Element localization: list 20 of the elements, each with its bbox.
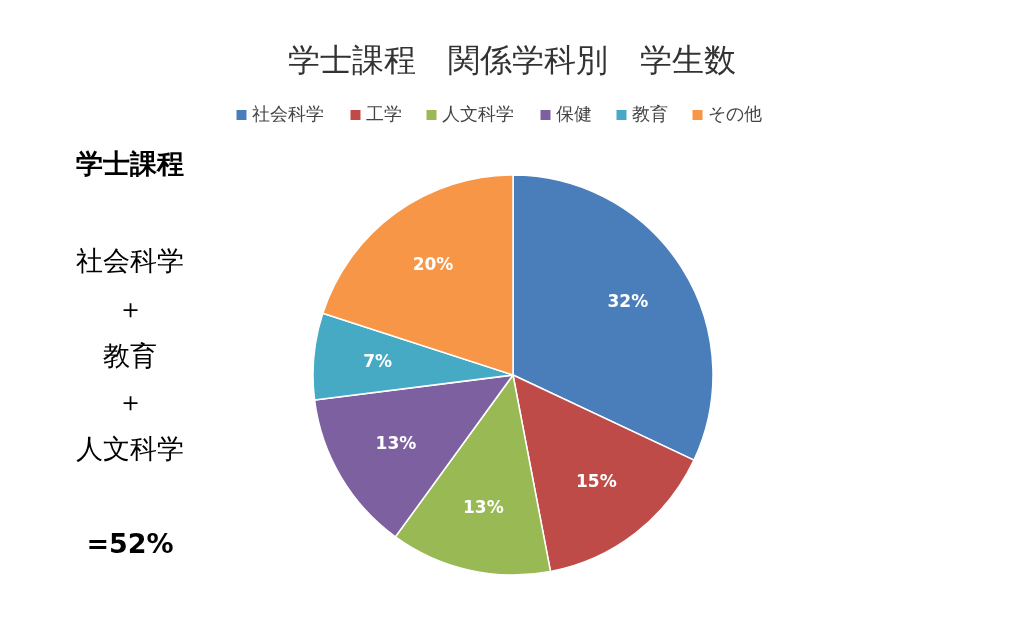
legend-label: 工学: [365, 103, 402, 124]
text: 人文科学: [76, 432, 184, 464]
data-label: 32%: [607, 291, 649, 312]
data-label: 13%: [375, 433, 417, 454]
data-label: 13%: [462, 496, 504, 517]
legend-label: 社会科学: [251, 103, 324, 124]
data-label: 15%: [576, 471, 617, 492]
text: 学士課程: [76, 147, 184, 179]
chart-title: 学士課程 関係学科別 学生数: [288, 41, 736, 79]
data-label: 7%: [363, 351, 393, 372]
legend-label: その他: [707, 103, 762, 124]
text: 社会科学: [76, 244, 184, 276]
legend-label: 教育: [631, 103, 668, 124]
text: 教育: [103, 339, 157, 371]
legend-label: 保健: [555, 103, 592, 124]
data-label: 20%: [412, 253, 454, 274]
text: ＋: [116, 385, 144, 417]
text: ＋: [116, 292, 144, 324]
text: =52%: [86, 527, 174, 559]
legend-label: 人文科学: [441, 103, 514, 124]
